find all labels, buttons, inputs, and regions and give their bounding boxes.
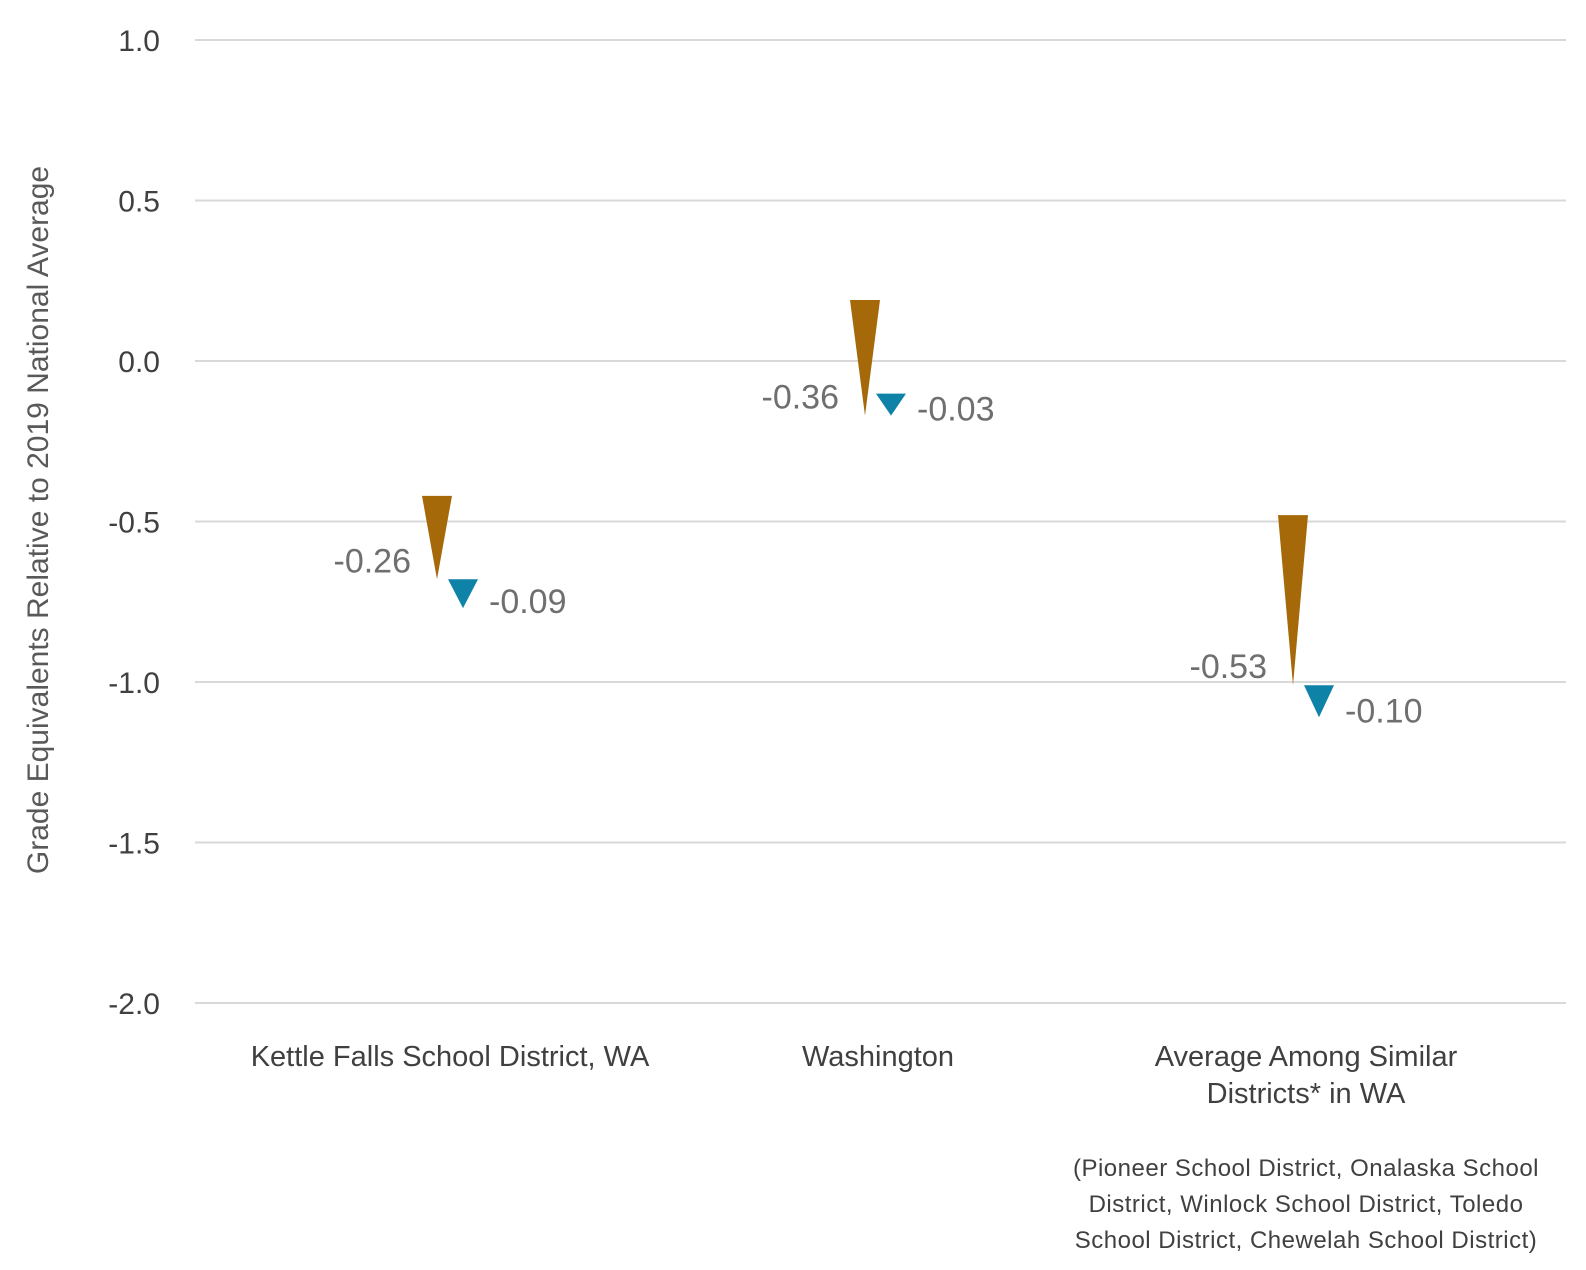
y-tick-label: 0.0 xyxy=(118,346,160,379)
arrow-head xyxy=(1278,515,1308,686)
y-tick-label: -0.5 xyxy=(108,507,160,540)
x-category-label: Washington xyxy=(802,1041,954,1073)
value-label: -0.53 xyxy=(1190,648,1268,686)
y-tick-label: 0.5 xyxy=(118,186,160,219)
arrow-head xyxy=(422,495,452,580)
y-tick-label: 1.0 xyxy=(118,25,160,58)
y-tick-label: -2.0 xyxy=(108,988,160,1021)
y-axis-ticks: 1.0 0.5 0.0 -0.5 -1.0 -1.5 -2.0 xyxy=(108,25,160,1021)
value-label: -0.10 xyxy=(1345,692,1423,730)
value-labels: -0.26 -0.36 -0.53 -0.09 -0.03 -0.10 xyxy=(334,379,1423,731)
gridlines xyxy=(195,39,1566,1004)
value-label: -0.26 xyxy=(334,542,412,580)
value-label: -0.03 xyxy=(917,391,995,429)
y-tick-label: -1.5 xyxy=(108,828,160,861)
footnote: (Pioneer School District, Onalaska Schoo… xyxy=(1073,1155,1539,1254)
value-label: -0.36 xyxy=(762,379,840,417)
x-category-label: Kettle Falls School District, WA xyxy=(251,1041,650,1073)
x-category-label: Average Among Similar xyxy=(1155,1041,1458,1073)
arrow-head xyxy=(1304,685,1334,718)
footnote-line: District, Winlock School District, Toled… xyxy=(1089,1191,1524,1218)
footnote-line: (Pioneer School District, Onalaska Schoo… xyxy=(1073,1155,1539,1182)
y-axis-label: Grade Equivalents Relative to 2019 Natio… xyxy=(22,166,55,874)
y-tick-label: -1.0 xyxy=(108,667,160,700)
footnote-line: School District, Chewelah School Distric… xyxy=(1075,1227,1537,1254)
x-axis-categories: Kettle Falls School District, WA Washingt… xyxy=(251,1041,1458,1110)
x-category-label: Districts* in WA xyxy=(1207,1078,1406,1110)
arrows xyxy=(422,300,1334,718)
arrow-head xyxy=(876,393,906,416)
arrow-head xyxy=(448,579,478,609)
value-label: -0.09 xyxy=(489,583,567,621)
arrow-head xyxy=(850,300,880,416)
